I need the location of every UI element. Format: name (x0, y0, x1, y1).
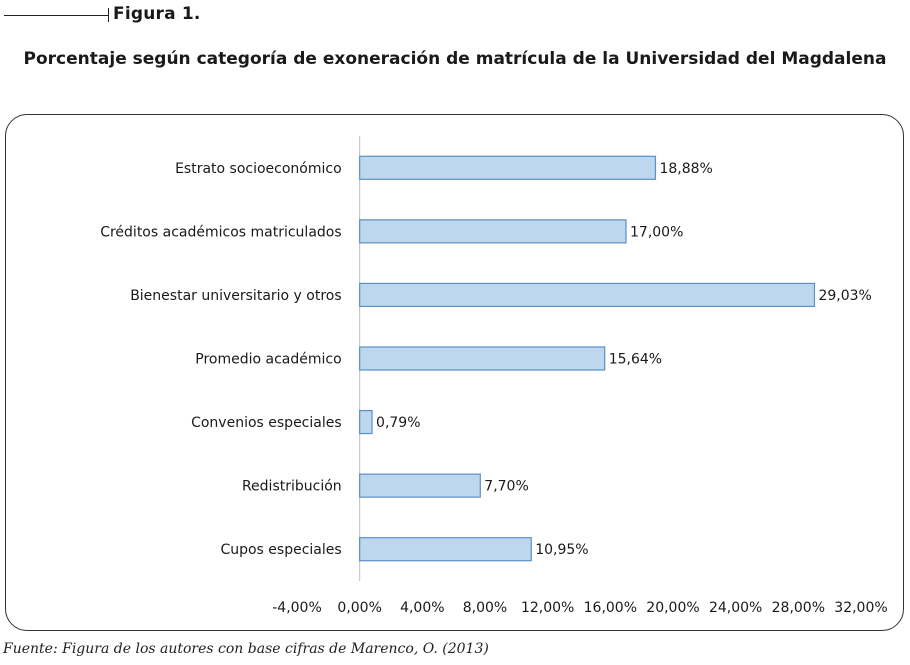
bar (359, 282, 816, 308)
figure-rule (4, 15, 108, 16)
bar (359, 473, 481, 498)
data-label: 0,79% (376, 415, 420, 431)
category-label: Cupos especiales (220, 542, 341, 558)
data-label: 29,03% (818, 288, 871, 304)
x-tick-label: -4,00% (272, 600, 322, 616)
x-tick-label: 4,00% (400, 600, 444, 616)
data-label: 17,00% (630, 224, 683, 240)
x-tick-label: 12,00% (521, 600, 574, 616)
x-tick-label: 32,00% (834, 600, 887, 616)
data-label: 7,70% (484, 479, 528, 495)
category-label: Convenios especiales (191, 415, 342, 431)
bar (359, 537, 532, 562)
category-label: Bienestar universitario y otros (130, 288, 341, 304)
category-label: Redistribución (242, 479, 342, 495)
x-tick-label: 0,00% (337, 600, 381, 616)
figure-rule-tick (108, 8, 109, 22)
bar (359, 409, 373, 435)
data-label: 15,64% (609, 352, 662, 368)
source-note: Fuente: Figura de los autores con base c… (3, 641, 489, 657)
x-tick-label: 16,00% (584, 600, 637, 616)
x-tick-label: 20,00% (646, 600, 699, 616)
chart-frame (5, 114, 904, 631)
bar (359, 346, 606, 371)
x-tick-label: 8,00% (463, 600, 507, 616)
x-tick-label: 24,00% (709, 600, 762, 616)
data-label: 10,95% (535, 542, 588, 558)
figure-label: Figura 1. (113, 4, 201, 24)
data-label: 18,88% (659, 161, 712, 177)
bar (359, 219, 627, 244)
chart-title: Porcentaje según categoría de exoneració… (23, 49, 887, 69)
x-tick-label: 28,00% (772, 600, 825, 616)
category-label: Estrato socioeconómico (175, 161, 342, 177)
category-label: Créditos académicos matriculados (100, 224, 341, 240)
category-label: Promedio académico (195, 352, 341, 368)
bar (359, 155, 657, 180)
